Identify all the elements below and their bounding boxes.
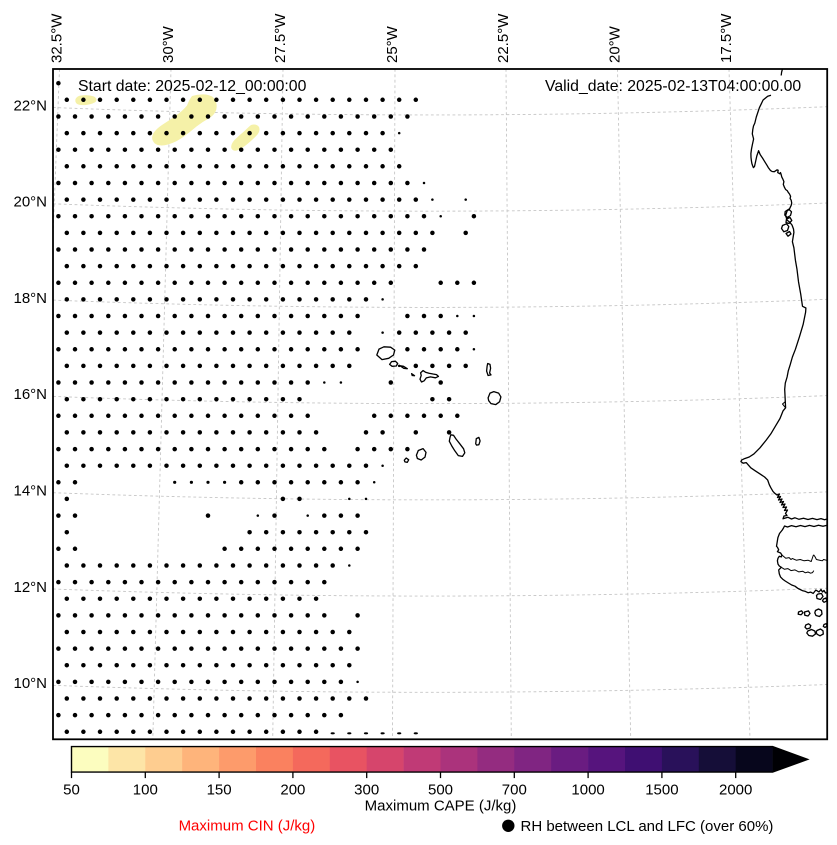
svg-text:18°N: 18°N [13,290,47,307]
svg-text:22°N: 22°N [13,97,47,114]
svg-text:14°N: 14°N [13,482,47,499]
svg-text:17.5°W: 17.5°W [718,13,735,63]
svg-text:25°W: 25°W [384,25,401,63]
svg-text:500: 500 [428,782,453,799]
svg-text:100: 100 [133,782,158,799]
svg-text:12°N: 12°N [13,579,47,596]
svg-text:Start date: 2025-02-12_00:00:0: Start date: 2025-02-12_00:00:00 [78,78,307,95]
svg-text:20°W: 20°W [606,25,623,63]
svg-text:Maximum CAPE (J/kg): Maximum CAPE (J/kg) [365,798,517,815]
svg-text:700: 700 [502,782,527,799]
svg-text:10°N: 10°N [13,675,47,692]
svg-text:27.5°W: 27.5°W [272,13,289,63]
svg-text:300: 300 [354,782,379,799]
svg-text:2000: 2000 [719,782,752,799]
svg-text:32.5°W: 32.5°W [48,13,65,63]
svg-text:20°N: 20°N [13,194,47,211]
svg-text:200: 200 [280,782,305,799]
svg-text:50: 50 [63,782,80,799]
svg-text:1000: 1000 [571,782,604,799]
svg-text:150: 150 [207,782,232,799]
svg-text:Valid_date: 2025-02-13T04:00:0: Valid_date: 2025-02-13T04:00:00.00 [545,78,801,95]
svg-text:Maximum CIN (J/kg): Maximum CIN (J/kg) [179,818,316,835]
svg-text:16°N: 16°N [13,386,47,403]
svg-text:1500: 1500 [645,782,678,799]
svg-text:22.5°W: 22.5°W [495,13,512,63]
svg-text:30°W: 30°W [160,25,177,63]
svg-text:RH between LCL and LFC (over 6: RH between LCL and LFC (over 60%) [521,818,774,835]
